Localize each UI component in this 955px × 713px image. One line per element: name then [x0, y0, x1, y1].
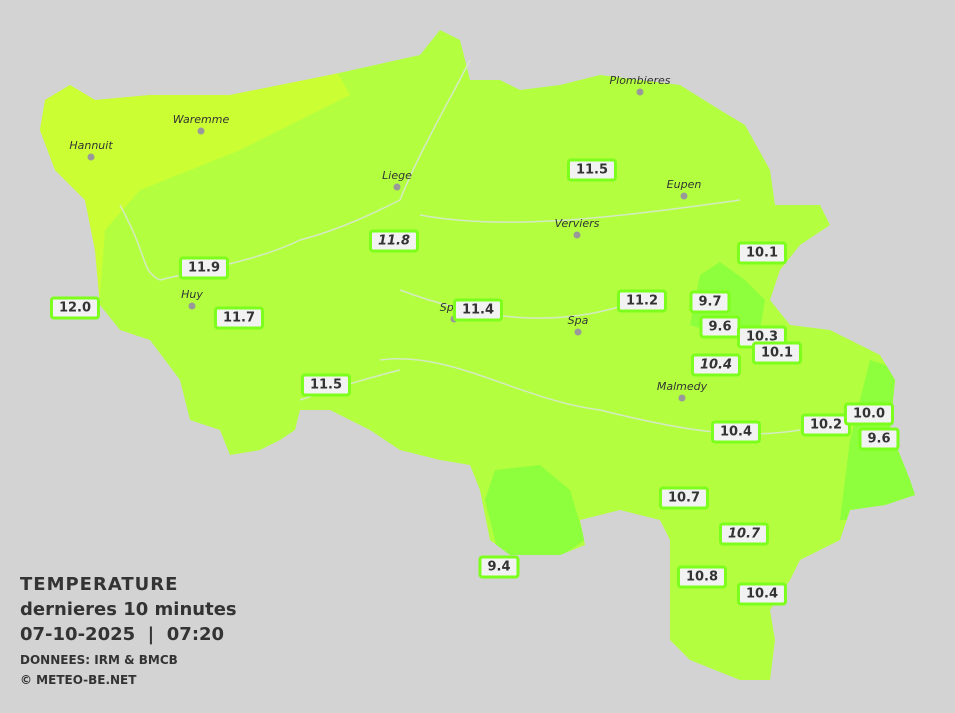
- cool-zone-south: [485, 465, 585, 560]
- city-dot: [574, 328, 582, 336]
- legend: TEMPERATURE dernieres 10 minutes 07-10-2…: [20, 572, 237, 690]
- legend-datetime: 07-10-2025 | 07:20: [20, 624, 225, 645]
- legend-subtitle: dernieres 10 minutes: [20, 599, 237, 620]
- city-label: Spa: [567, 314, 589, 327]
- temperature-label: 10.4: [690, 353, 742, 377]
- city-label: Hannuit: [69, 139, 113, 152]
- city-label: Waremme: [172, 113, 230, 126]
- temperature-label: 9.6: [858, 427, 900, 451]
- temperature-label: 11.5: [566, 158, 618, 182]
- temperature-label: 9.4: [478, 555, 520, 579]
- province-outline: [40, 30, 915, 680]
- city-dot: [197, 127, 205, 135]
- temperature-label: 10.7: [718, 522, 770, 546]
- city-dot: [87, 153, 95, 161]
- temperature-label: 10.4: [736, 582, 788, 606]
- temperature-label: 10.0: [843, 402, 895, 426]
- temperature-label: 11.4: [452, 298, 504, 322]
- city-dot: [393, 183, 401, 191]
- city-dot: [636, 88, 644, 96]
- city-label: Huy: [181, 288, 203, 301]
- temperature-label: 10.7: [658, 486, 710, 510]
- temperature-label: 11.2: [616, 289, 668, 313]
- temperature-label: 10.1: [751, 341, 803, 365]
- temperature-label: 11.9: [178, 256, 230, 280]
- city-label: Plombieres: [609, 74, 671, 87]
- city-label: Liege: [382, 169, 412, 182]
- warm-zone: [40, 60, 350, 320]
- legend-copyright: © METEO-BE.NET: [20, 673, 137, 687]
- city-label: Eupen: [666, 178, 702, 191]
- temperature-label: 10.8: [676, 565, 728, 589]
- city-label: Malmedy: [656, 380, 708, 393]
- city-label: Verviers: [554, 217, 600, 230]
- temperature-label: 9.7: [689, 290, 731, 314]
- temperature-label: 11.8: [368, 229, 420, 253]
- city-dot: [573, 231, 581, 239]
- city-dot: [188, 302, 196, 310]
- legend-title: TEMPERATURE: [20, 574, 179, 595]
- city-dot: [680, 192, 688, 200]
- temperature-label: 11.5: [300, 373, 352, 397]
- city-dot: [678, 394, 686, 402]
- temperature-label: 10.1: [736, 241, 788, 265]
- legend-source: DONNEES: IRM & BMCB: [20, 653, 178, 667]
- temperature-label: 11.7: [213, 306, 265, 330]
- temperature-label: 10.4: [710, 420, 762, 444]
- temperature-label: 12.0: [49, 296, 101, 320]
- temperature-label: 9.6: [699, 315, 741, 339]
